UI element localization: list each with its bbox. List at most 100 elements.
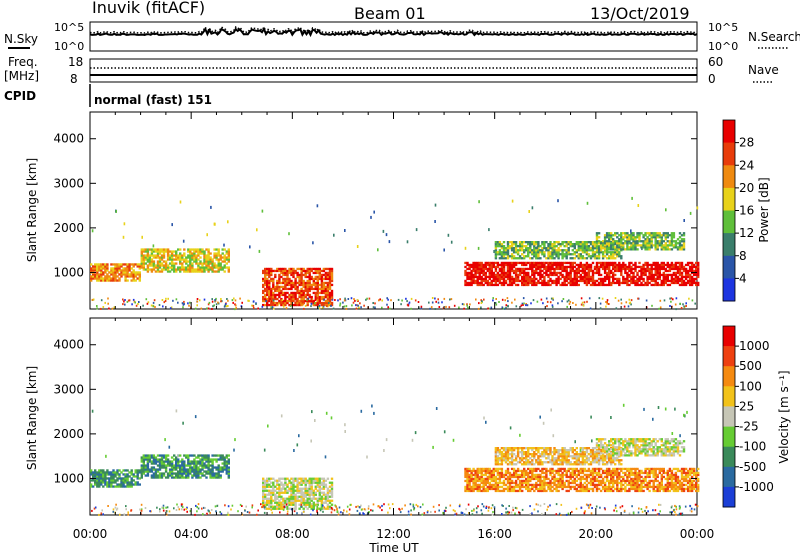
data-cell	[553, 475, 556, 479]
data-cell	[523, 263, 526, 267]
data-cell	[559, 485, 562, 489]
data-cell	[264, 479, 267, 482]
data-cell	[304, 483, 307, 486]
data-cell	[187, 462, 190, 465]
data-cell	[549, 247, 552, 250]
data-cell	[518, 479, 522, 483]
data-cell	[90, 483, 93, 486]
data-cell	[264, 277, 267, 281]
data-cell	[124, 475, 127, 478]
data-cell	[601, 240, 605, 243]
data-cell	[569, 477, 572, 481]
data-cell	[551, 305, 554, 308]
data-cell	[219, 454, 222, 457]
data-cell	[690, 281, 694, 285]
data-cell	[144, 248, 147, 251]
data-cell	[486, 283, 489, 287]
data-cell	[347, 298, 350, 300]
data-cell	[610, 253, 613, 256]
data-cell	[100, 269, 103, 272]
data-cell	[543, 277, 546, 281]
data-cell	[668, 267, 672, 271]
data-cell	[326, 499, 330, 502]
data-cell	[563, 265, 566, 269]
data-cell	[142, 472, 145, 475]
data-cell	[164, 456, 168, 459]
data-cell	[658, 234, 661, 237]
data-cell	[324, 291, 328, 295]
data-cell	[272, 269, 275, 273]
data-cell	[539, 269, 542, 273]
data-cell	[664, 236, 667, 239]
data-cell	[678, 240, 682, 243]
data-cell	[533, 263, 536, 267]
data-cell	[296, 275, 299, 279]
data-cell	[549, 253, 552, 256]
data-cell	[599, 246, 603, 249]
data-cell	[632, 281, 635, 285]
data-cell	[314, 285, 317, 289]
data-cell	[507, 300, 509, 303]
data-cell	[98, 485, 101, 488]
data-cell	[295, 300, 297, 303]
data-cell	[561, 267, 564, 271]
data-cell	[521, 271, 524, 275]
data-cell	[603, 485, 607, 489]
data-cell	[290, 297, 293, 301]
data-cell	[537, 257, 540, 260]
data-cell	[603, 263, 607, 267]
data-cell	[314, 277, 317, 281]
data-cell	[601, 279, 605, 283]
data-cell	[670, 273, 674, 277]
data-cell	[672, 232, 676, 235]
data-cell	[531, 277, 534, 281]
data-cell	[286, 299, 289, 303]
data-cell	[525, 267, 528, 271]
data-cell	[162, 460, 166, 463]
data-cell	[521, 475, 524, 479]
data-cell	[324, 493, 328, 496]
data-cell	[593, 271, 597, 275]
data-cell	[168, 270, 172, 273]
data-cell	[476, 487, 479, 491]
data-cell	[630, 229, 632, 233]
data-cell	[496, 485, 500, 489]
data-cell	[266, 301, 269, 305]
data-cell	[533, 483, 536, 487]
data-cell	[585, 489, 589, 493]
data-cell	[195, 456, 198, 459]
data-cell	[632, 279, 635, 283]
data-cell	[577, 263, 580, 267]
data-cell	[474, 469, 477, 473]
data-cell	[118, 273, 121, 276]
data-cell	[527, 479, 530, 483]
data-cell	[573, 269, 576, 273]
data-cell	[476, 269, 479, 273]
data-cell	[565, 271, 568, 275]
data-cell	[648, 240, 651, 243]
data-cell	[290, 301, 293, 305]
data-cell	[684, 269, 688, 273]
data-cell	[468, 489, 471, 493]
data-cell	[102, 263, 105, 266]
data-cell	[189, 462, 192, 465]
data-cell	[678, 246, 682, 249]
data-cell	[523, 279, 526, 283]
data-cell	[217, 264, 220, 267]
data-cell	[644, 273, 647, 277]
data-cell	[648, 275, 651, 279]
data-cell	[521, 241, 524, 244]
data-cell	[587, 247, 591, 250]
data-cell	[158, 304, 161, 306]
data-cell	[150, 268, 154, 271]
data-cell	[314, 267, 317, 271]
data-cell	[328, 275, 332, 279]
data-cell	[292, 491, 295, 494]
data-cell	[193, 472, 196, 475]
data-cell	[183, 252, 186, 255]
data-cell	[290, 267, 293, 271]
data-cell	[561, 251, 564, 254]
data-cell	[302, 299, 305, 303]
data-cell	[474, 477, 477, 481]
data-cell	[630, 238, 633, 241]
